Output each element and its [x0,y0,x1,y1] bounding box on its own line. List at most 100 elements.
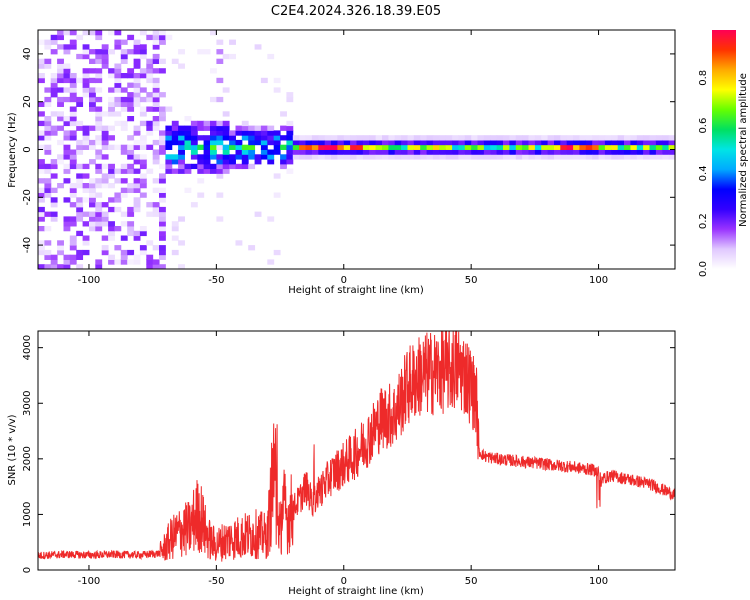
spectrogram-cell [76,230,84,237]
spectrogram-cell [127,187,135,193]
spectrogram-cell [522,154,529,160]
spectrogram-cell [216,192,224,198]
spectrogram-cell [617,144,625,150]
spectrogram-cell [159,221,166,227]
spectrogram-cell [203,154,211,160]
spectrogram-cell [38,240,45,246]
spectrogram-cell [139,226,147,232]
spectrogram-cell [229,159,236,165]
spectrogram-cell [611,139,619,146]
spectrogram-cell [146,77,154,84]
spectrogram-cell [133,63,141,69]
spectrogram-cell [127,163,135,170]
spectrogram-cell [534,149,542,155]
spectrogram-cell [649,135,657,141]
spectrogram-cell [76,34,84,41]
spectrogram-cell [76,202,84,208]
spectrogram-cell [178,144,185,150]
spectrogram-cell [76,96,84,103]
spectrogram-cell [108,68,115,74]
spectrogram-cell [152,106,160,112]
spectrogram-cell [305,144,313,150]
spectrogram-cell [38,211,45,217]
spectrogram-cell [114,226,122,232]
spectrogram-cell [133,206,141,213]
spectrogram-cell [50,130,58,136]
spectrogram-cell [362,149,370,155]
spectrogram-cell [101,249,109,256]
spectrogram-cell [108,125,115,131]
spectrogram-cell [95,163,103,170]
spectrogram-cell [503,135,510,141]
spectrogram-cell [439,135,447,141]
spectrogram-cell [101,139,109,146]
spectrogram-cell [82,92,90,98]
spectrogram-cell [139,178,147,184]
spectrogram-cell [89,226,96,232]
spectrogram-cell [57,116,64,122]
spectrogram-cell [184,130,192,136]
colorbar-tick-label: 0.8 [698,70,709,86]
spectrogram-cell [426,135,434,141]
spectrogram-cell [210,149,217,155]
spectrogram-cell [636,154,644,160]
spectrogram-cell [318,149,326,155]
spectrogram-cell [356,154,364,160]
spectrogram-cell [38,159,45,165]
spectrogram-cell [101,211,109,217]
spectrogram-cell [50,125,58,131]
spectrogram-cell [95,259,103,265]
spectrogram-cell [286,139,294,146]
spectrogram-cell [260,139,268,146]
spectrogram-cell [649,154,657,160]
spectrogram-cell [95,221,103,227]
spectrogram-cell [57,63,64,69]
spectrogram-cell [76,264,84,269]
spectrogram-cell [127,116,135,122]
spectrogram-cell [592,144,600,150]
spectrogram-cell [496,154,504,160]
spectrogram-cell [114,39,122,45]
spectrogram-cell [547,135,555,141]
spectrogram-cell [152,159,160,165]
spectrogram-cell [159,230,166,237]
spectrogram-cell [178,130,185,136]
spectrogram-cell [292,154,300,160]
spectrogram-cell [350,149,357,155]
spectrogram-cell [413,135,421,141]
snr-y-ticks: 0 1000 2000 3000 4000 [22,335,675,573]
spectrogram-cell [57,101,64,107]
spectrogram-cell [229,53,236,60]
spectrogram-cell [273,149,281,155]
spectrogram-cell [267,216,275,222]
spectrogram-cell [318,154,326,160]
spectrogram-cell [95,34,103,41]
spectrogram-cell [139,144,147,150]
spectrogram-cell [133,144,141,150]
spectrogram-cell [273,139,281,146]
spectrogram-cell [432,154,440,160]
spectrogram-cell [477,135,485,141]
spectrogram-cell [101,183,109,189]
spectrogram-cell [649,144,657,150]
spectrogram-cell [76,163,84,170]
spectrogram-cell [82,44,90,50]
y-tick-label: -20 [22,189,33,205]
spectrogram-cell [184,163,192,170]
y-tick-label: -40 [22,237,33,253]
spectrogram-cell [171,125,179,131]
spectrogram-cell [63,49,71,55]
spectrogram-cell [120,144,128,150]
spectrogram-cell [178,163,185,170]
spectrogram-cell [190,135,198,141]
spectrogram-cell [190,202,198,208]
spectrogram-cell [452,144,459,150]
x-tick-label: -100 [78,275,101,286]
spectrogram-cell [292,144,300,150]
spectrogram-cell [229,139,236,146]
spectrogram-cell [114,73,122,79]
spectrogram-cell [286,168,294,174]
spectrogram-cell [50,92,58,98]
spectrogram-cell [57,34,64,41]
spectrogram-cell [311,149,319,155]
